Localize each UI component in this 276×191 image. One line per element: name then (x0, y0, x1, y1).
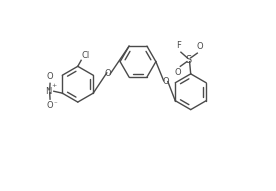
Text: S: S (186, 55, 192, 65)
Text: N: N (45, 87, 52, 96)
Text: O: O (47, 101, 53, 110)
Text: O: O (162, 77, 169, 86)
Text: +: + (51, 83, 56, 88)
Text: F: F (176, 41, 181, 50)
Text: O: O (105, 69, 112, 78)
Text: O: O (47, 72, 53, 81)
Text: Cl: Cl (82, 51, 90, 60)
Text: O: O (175, 68, 181, 77)
Text: O: O (196, 42, 203, 51)
Text: ⁻: ⁻ (54, 101, 58, 107)
